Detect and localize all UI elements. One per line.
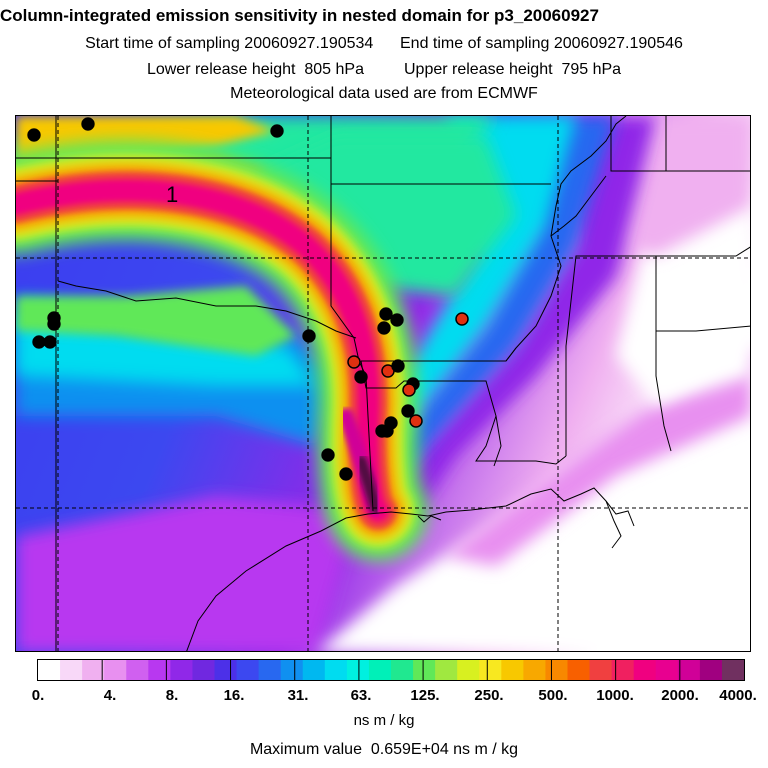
colorbar-swatch: [104, 660, 127, 680]
colorbar-swatch: [346, 660, 370, 680]
colorbar-swatch: [611, 660, 635, 680]
sample-marker-black: [377, 321, 391, 335]
sample-marker-red: [402, 383, 416, 397]
sensitivity-field: [16, 116, 750, 651]
colorbar-tick-label: 500.: [538, 687, 568, 704]
colorbar-swatch: [324, 660, 348, 680]
colorbar-swatch: [126, 660, 149, 680]
colorbar-swatch: [170, 660, 193, 680]
sample-marker-black: [321, 448, 335, 462]
sample-marker-red: [409, 414, 423, 428]
colorbar-swatch: [633, 660, 657, 680]
geographic-boundaries: [16, 116, 750, 651]
sample-marker-black: [27, 128, 41, 142]
sample-marker-black: [339, 467, 353, 481]
colorbar-tick-label: 0.: [31, 687, 45, 704]
sample-marker-black: [401, 404, 415, 418]
colorbar-swatch: [567, 660, 591, 680]
colorbar-tick-label: 8.: [165, 687, 179, 704]
start-value: 20060927.190534: [244, 35, 374, 52]
sensitivity-map: 1: [15, 115, 751, 652]
colorbar-swatch: [148, 660, 171, 680]
colorbar-swatch: [457, 660, 480, 680]
colorbar-swatch: [82, 660, 105, 680]
colorbar-swatch: [60, 660, 83, 680]
colorbar-swatch: [721, 660, 744, 680]
measurement-markers: [27, 117, 469, 481]
colorbar-tick-label: 2000.: [661, 687, 699, 704]
sample-marker-black: [47, 317, 61, 331]
upper-label: Upper release height: [404, 61, 553, 78]
sample-marker-black: [379, 307, 393, 321]
colorbar-tick-label: 4000.: [719, 687, 757, 704]
max-number: 0.659E+04 ns m / kg: [370, 741, 519, 758]
start-label: Start time of sampling: [85, 35, 240, 52]
colorbar-swatch: [479, 660, 502, 680]
sample-marker-red: [455, 312, 469, 326]
colorbar-tick-label: 16.: [223, 687, 245, 704]
colorbar-swatch: [236, 660, 260, 680]
end-value: 20060927.190546: [553, 35, 683, 52]
colorbar-units: ns m / kg: [353, 712, 415, 729]
maximum-value: Maximum value 0.659E+04 ns m / kg: [0, 741, 768, 759]
lower-value: 805 hPa: [304, 61, 364, 78]
colorbar-tick-label: 31.: [287, 687, 309, 704]
colorbar-swatch: [677, 660, 701, 680]
sample-marker-black: [81, 117, 95, 131]
colorbar-swatch: [435, 660, 458, 680]
sample-marker-black: [270, 124, 284, 138]
sample-marker-black: [391, 359, 405, 373]
met-data-note: Meteorological data used are from ECMWF: [230, 85, 538, 102]
colorbar-swatch: [38, 660, 61, 680]
lower-label: Lower release height: [146, 61, 296, 78]
max-label: Maximum value: [249, 741, 362, 758]
sample-marker-black: [302, 329, 316, 343]
release-heights: Lower release height 805 hPa Upper relea…: [0, 60, 768, 80]
colorbar-swatch: [368, 660, 392, 680]
colorbar-swatch: [655, 660, 679, 680]
lat-lon-gridlines: [16, 116, 750, 651]
sample-marker-black: [380, 424, 394, 438]
colorbar-swatch: [391, 660, 414, 680]
colorbar-swatch: [413, 660, 436, 680]
colorbar-tick-label: 63.: [350, 687, 372, 704]
end-label: End time of sampling: [400, 35, 550, 52]
colorbar-swatch: [302, 660, 326, 680]
upper-value: 795 hPa: [561, 61, 622, 78]
sampling-times: Start time of sampling 20060927.190534 E…: [0, 34, 768, 54]
colorbar-tick-label: 125.: [410, 687, 440, 704]
colorbar-tick-label: 4.: [103, 687, 117, 704]
colorbar: [37, 659, 745, 681]
sample-marker-black: [390, 313, 404, 327]
plot-title: Column-integrated emission sensitivity i…: [0, 6, 599, 25]
sample-marker-black: [43, 335, 57, 349]
sample-marker-red: [347, 355, 361, 369]
colorbar-swatch: [699, 660, 723, 680]
sample-marker-black: [354, 370, 368, 384]
colorbar-swatch: [258, 660, 282, 680]
contour-label: 1: [166, 182, 178, 207]
colorbar-swatch: [280, 660, 304, 680]
colorbar-swatch: [545, 660, 568, 680]
colorbar-swatch: [501, 660, 524, 680]
colorbar-tick-label: 250.: [474, 687, 504, 704]
colorbar-swatch: [192, 660, 215, 680]
colorbar-swatch: [589, 660, 613, 680]
colorbar-swatch: [214, 660, 238, 680]
colorbar-tick-label: 1000.: [596, 687, 634, 704]
colorbar-swatch: [523, 660, 546, 680]
